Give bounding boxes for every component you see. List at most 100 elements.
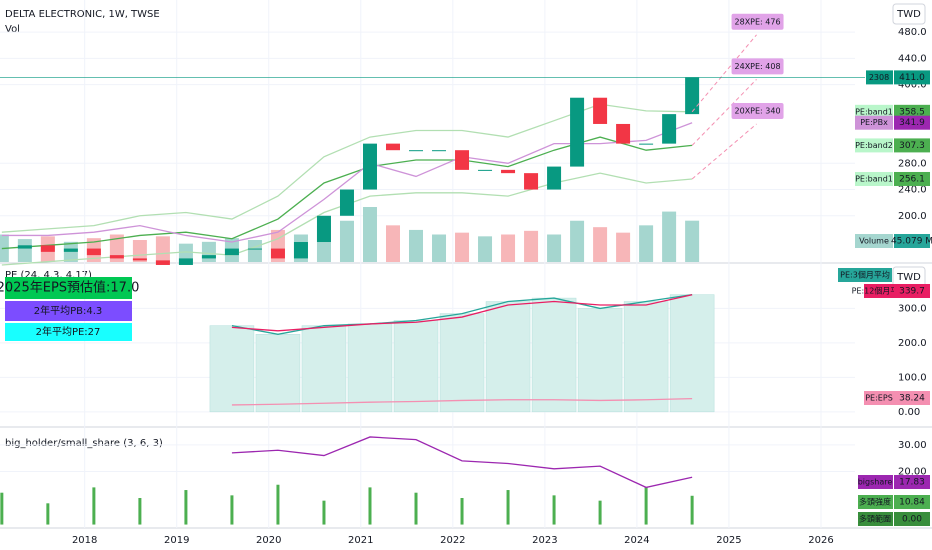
price-tag [855,115,893,130]
projection-line [691,79,757,146]
candle [478,169,493,171]
candle [201,255,216,259]
y-tick-label: 100.0 [898,372,927,383]
candle [524,173,539,190]
pe-tag [864,391,894,405]
candle [155,260,170,265]
holder-tag-value-text: 17.83 [899,478,925,488]
price-tag-name: 2308 [869,73,889,82]
holder-bar [690,495,694,525]
currency-button[interactable] [892,3,926,25]
pe-bar [531,297,577,413]
holder-tag [858,512,893,526]
y-tick-label: 200.0 [898,338,927,349]
price-tag-value-text: 341.9 [899,118,925,128]
pe-tag-name: PE:12個月平均 [852,286,907,296]
candle [455,150,470,170]
y-tick-label: 440.0 [898,53,927,64]
candle [616,123,631,144]
volume-bar [385,225,400,262]
volume-bar [432,234,447,262]
x-tick-label: 2019 [164,535,189,546]
candle [270,248,285,259]
holder-bar [138,498,142,525]
currency-label[interactable]: TWD [896,9,921,20]
volume-bar [478,236,493,262]
holder-bar [552,495,556,525]
volume-bar [155,236,170,262]
info-box [5,277,132,299]
candle [639,143,654,145]
volume-bar [685,220,700,262]
candle [570,97,585,167]
pe-bar [577,308,623,413]
y-tick-label: 240.0 [898,185,927,196]
candle [132,258,147,261]
volume-bar [339,220,354,262]
price-tag [855,234,893,248]
volume-bar [662,211,677,262]
pe-line [231,294,693,332]
volume-bar [524,230,539,262]
info-box-text: 2025年EPS預估值:17.0 [0,280,139,296]
projection-label: 28XPE: 476 [735,17,781,26]
volume-bar [17,239,32,262]
price-tag-value [894,234,930,248]
volume-bar [247,240,262,262]
x-tick-label: 2022 [440,535,465,546]
info-box-text: 2年平均PE:27 [36,325,101,338]
projection-line [691,123,757,180]
projection-line [691,34,757,113]
price-tag-value [894,115,930,130]
volume-bar [501,234,516,262]
price-tag-value-text: 411.0 [899,73,925,83]
y-tick-label: 20.00 [898,466,927,477]
holder-tag-value [894,475,930,489]
currency-label[interactable]: TWD [896,272,921,283]
candle [293,242,308,259]
x-tick-label: 2023 [532,535,557,546]
volume-bar [616,232,631,262]
y-tick-label: 300.0 [898,303,927,314]
pe-tag-value-text: 339.7 [899,287,925,297]
candle [224,248,239,256]
volume-bar [455,232,470,262]
bigshare-line [231,436,693,489]
holder-tag-value-text: 0.00 [902,515,922,525]
holder-tag-name: 多頭範圍 [859,514,891,524]
info-box-text: 2年平均PB:4.3 [34,304,103,317]
holder-bar [92,487,96,525]
volume-bar [132,240,147,262]
pe-bar [485,301,531,413]
holder-bar [0,492,4,525]
candle [685,77,700,115]
volume-title: Vol [5,24,20,35]
pe-tag-name: PE:EPS [865,394,893,403]
candle [385,143,400,151]
candle [17,245,32,249]
projection-box [731,58,784,75]
volume-bar [547,234,562,262]
x-tick-label: 2021 [348,535,373,546]
holder-tag [858,495,893,509]
pe-bar [301,325,347,413]
projection-label: 20XPE: 340 [735,106,781,115]
x-tick-label: 2018 [72,535,97,546]
pe-bar [669,294,715,413]
price-tag-name: PE:band2 [855,141,893,150]
price-tag [855,138,893,153]
volume-bar [178,243,193,262]
pe-bar [439,313,485,413]
projection-box [731,102,784,119]
volume-bar [593,227,608,262]
y-tick-label: 200.0 [898,211,927,222]
price-tag-name: Volume [859,237,889,246]
pe-tag-value [894,284,930,298]
holder-tag-value [894,495,930,509]
candle [86,248,101,256]
price-tag [855,104,893,119]
pe-tag-value-text: 38.24 [899,394,925,404]
holder-title: big_holder/small_share (3, 6, 3) [5,438,163,449]
volume-bar [362,207,377,262]
